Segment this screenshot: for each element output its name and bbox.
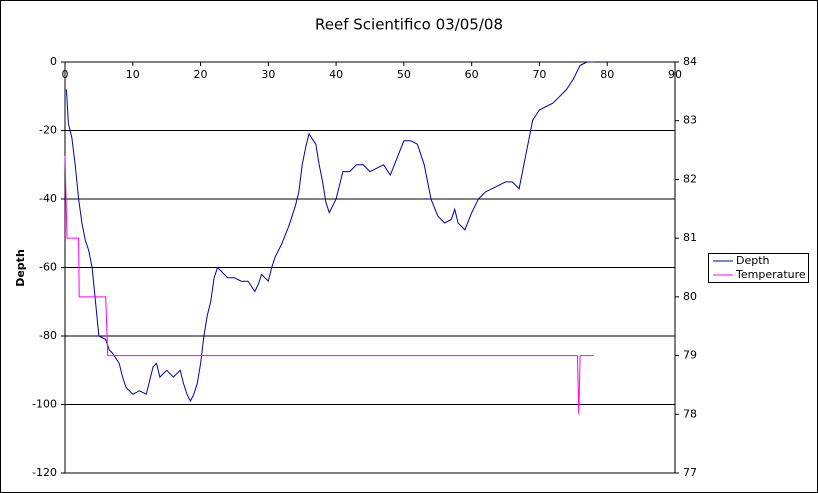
series-line: [64, 155, 594, 415]
y-tick-label: 0: [50, 55, 57, 68]
x-tick-label: 20: [194, 68, 208, 81]
x-tick-label: 50: [397, 68, 411, 81]
y2-tick-label: 82: [683, 172, 697, 185]
x-tick-label: 90: [668, 68, 682, 81]
y-tick-label: -120: [32, 466, 57, 479]
y2-tick-label: 83: [683, 114, 697, 127]
legend-label: Temperature: [735, 268, 806, 281]
x-tick-label: 0: [62, 68, 69, 81]
y-tick-label: -80: [39, 329, 57, 342]
x-tick-label: 30: [261, 68, 275, 81]
x-tick-label: 80: [600, 68, 614, 81]
y-tick-label: -20: [39, 124, 57, 137]
y2-tick-label: 84: [683, 55, 697, 68]
y2-tick-label: 80: [683, 290, 697, 303]
y-tick-label: -60: [39, 261, 57, 274]
y-axis-label: Depth: [14, 249, 27, 287]
x-tick-label: 40: [329, 68, 343, 81]
y2-tick-label: 77: [683, 466, 697, 479]
y-tick-label: -40: [39, 192, 57, 205]
x-tick-label: 10: [126, 68, 140, 81]
series-line: [65, 61, 594, 403]
y2-tick-label: 79: [683, 349, 697, 362]
y2-tick-label: 78: [683, 407, 697, 420]
x-tick-label: 70: [532, 68, 546, 81]
y2-tick-label: 81: [683, 231, 697, 244]
legend-label: Depth: [736, 254, 770, 267]
chart-title: Reef Scientifico 03/05/08: [315, 16, 503, 34]
legend: [708, 253, 809, 283]
x-tick-label: 60: [465, 68, 479, 81]
y-tick-label: -100: [32, 398, 57, 411]
